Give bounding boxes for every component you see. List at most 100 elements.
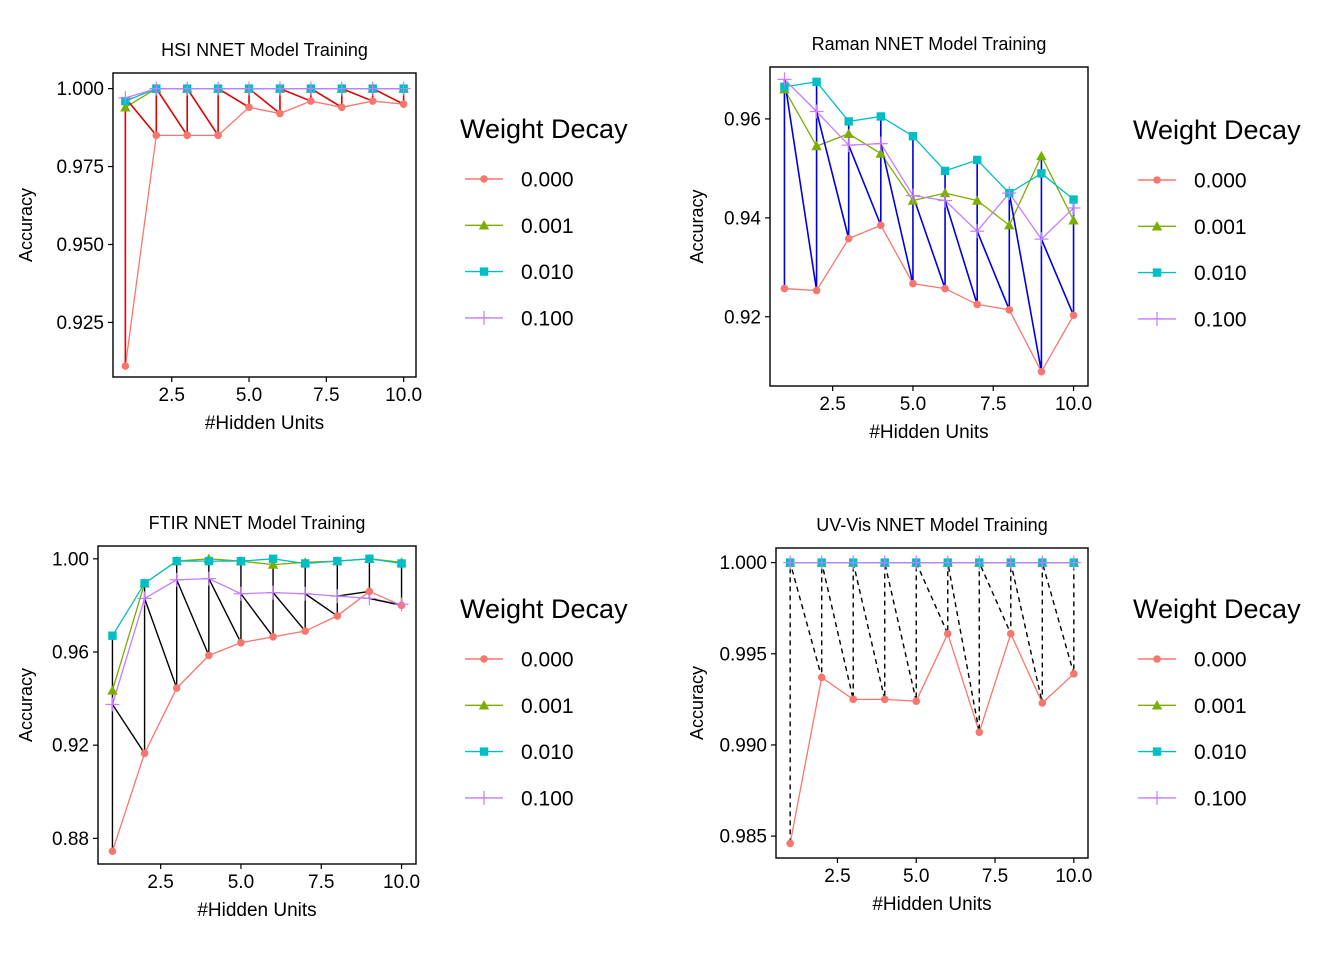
series-points-0.010 [108,554,406,640]
legend-key-marker [477,790,491,805]
legend-key-marker [1153,176,1161,184]
data-point [211,81,226,96]
legend-label: 0.000 [521,169,574,192]
data-point [1005,306,1014,314]
chart-panel-1: HSI NNET Model Training 2.5 5.0 7.5 10.0 0.92… [16,40,628,434]
data-point [780,284,789,293]
series-line-0.100 [111,577,402,705]
data-point [266,585,281,600]
data-point [172,556,181,566]
x-tick-label: 10.0 [383,872,420,893]
data-point [1003,555,1018,570]
data-point [276,109,284,118]
data-point [107,685,118,695]
legend-item-0.010: 0.010 [465,741,574,764]
data-point [844,117,853,126]
x-axis-label: #Hidden Units [869,422,988,443]
y-tick-label: 0.88 [52,829,89,850]
legend-item-0.100: 0.100 [465,307,574,330]
data-point [905,188,920,203]
data-point [786,839,794,848]
legend-title: Weight Decay [1133,115,1301,145]
data-point [971,195,983,205]
legend-label: 0.000 [1194,170,1247,193]
data-point [970,224,985,239]
plot-area [113,73,416,377]
data-point [875,148,887,158]
x-tick-label: 5.0 [236,385,262,406]
legend-label: 0.000 [521,649,574,672]
data-point [777,72,792,87]
legend: Weight Decay 0.000 0.001 0.010 0.100 [1133,594,1301,810]
y-tick-label: 0.92 [52,736,89,757]
series-line-0.010 [111,558,402,637]
y-axis-label: Accuracy [687,666,707,740]
data-point [1002,186,1017,201]
x-tick-label: 7.5 [980,394,1006,415]
data-point [939,187,951,198]
legend-label: 0.001 [1194,695,1247,718]
data-point [183,131,192,140]
data-point [973,300,981,309]
y-tick-label: 0.985 [719,827,767,848]
legend-key-marker [1150,311,1164,326]
data-point [844,234,853,243]
data-point [941,284,949,293]
series-line-0.000 [111,590,402,852]
data-point [169,572,184,587]
data-point [1068,215,1079,225]
legend-item-0.000: 0.000 [465,649,574,672]
data-point [301,627,309,635]
data-point [972,555,987,570]
data-point [909,555,924,570]
data-point [105,697,120,712]
x-tick-label: 7.5 [308,872,334,893]
data-point [943,629,952,638]
legend-key-marker [477,310,491,325]
data-point [330,589,345,604]
data-point [334,81,349,96]
series-points-0.000 [108,587,406,855]
legend: Weight Decay 0.000 0.001 0.010 0.100 [460,114,628,330]
chart-panel-3: FTIR NNET Model Training 2.5 5.0 7.5 10.0 0.8… [16,513,628,921]
x-tick-label: 5.0 [903,866,929,887]
data-point [873,136,888,151]
legend-label: 0.010 [521,741,574,764]
data-point [1004,220,1015,230]
data-point [120,102,131,112]
y-tick-label: 1.00 [52,549,89,570]
legend-item-0.001: 0.001 [465,695,574,718]
legend-title: Weight Decay [1133,594,1301,624]
data-point [268,554,278,564]
data-point [205,651,213,660]
y-axis-label: Accuracy [687,189,707,263]
series-line-0.001 [783,88,1075,227]
series-line-0.000 [784,224,1075,374]
data-point [908,132,918,141]
data-point [121,362,130,370]
data-point [938,193,953,208]
data-point [269,633,277,641]
x-tick-label: 10.0 [1055,866,1092,887]
data-point [300,559,310,568]
data-point [841,138,856,153]
legend-key-marker [478,700,490,710]
data-point [1037,367,1046,376]
legend-label: 0.000 [1194,649,1247,672]
series-points-0.100 [783,555,1081,570]
legend-key-marker [1152,268,1162,277]
data-point [399,100,408,108]
chart-title: UV-Vis NNET Model Training [816,515,1047,535]
data-point [272,81,287,96]
legend-label: 0.100 [521,307,574,330]
data-point [814,555,829,570]
series-points-0.000 [786,629,1078,848]
data-point [307,97,315,105]
data-point [877,555,892,570]
legend-item-0.010: 0.010 [465,261,574,284]
data-point [940,166,950,176]
data-point [337,103,346,112]
x-tick-label: 5.0 [900,394,926,415]
data-point [877,221,885,230]
